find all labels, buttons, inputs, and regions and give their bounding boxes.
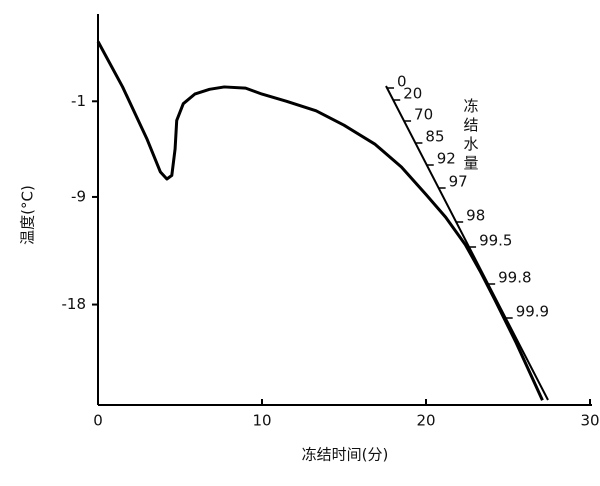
x-tick-label: 10	[252, 412, 271, 430]
y-tick-label: -9	[71, 187, 86, 205]
scale-label: 98	[466, 207, 485, 225]
scale-title: 冻结水量	[462, 97, 480, 174]
y-tick-label: -1	[71, 92, 86, 110]
scale-label: 20	[403, 85, 422, 103]
y-tick-label: -18	[62, 295, 87, 313]
scale-label: 85	[425, 128, 444, 146]
y-axis-label: 温度(°C)	[19, 185, 37, 245]
scale-label: 99.9	[516, 303, 549, 321]
scale-label: 70	[414, 106, 433, 124]
scale-label: 99.8	[498, 269, 531, 287]
x-tick-label: 20	[416, 412, 435, 430]
scale-label: 97	[449, 173, 468, 191]
scale-label: 92	[437, 150, 456, 168]
scale-line	[385, 85, 549, 401]
x-tick-label: 30	[580, 412, 599, 430]
scale-label: 0	[397, 73, 407, 91]
cooling-curve	[96, 40, 544, 401]
scale-label: 99.5	[479, 232, 512, 250]
x-tick-label: 0	[93, 412, 103, 430]
x-axis-label: 冻结时间(分)	[302, 446, 389, 464]
